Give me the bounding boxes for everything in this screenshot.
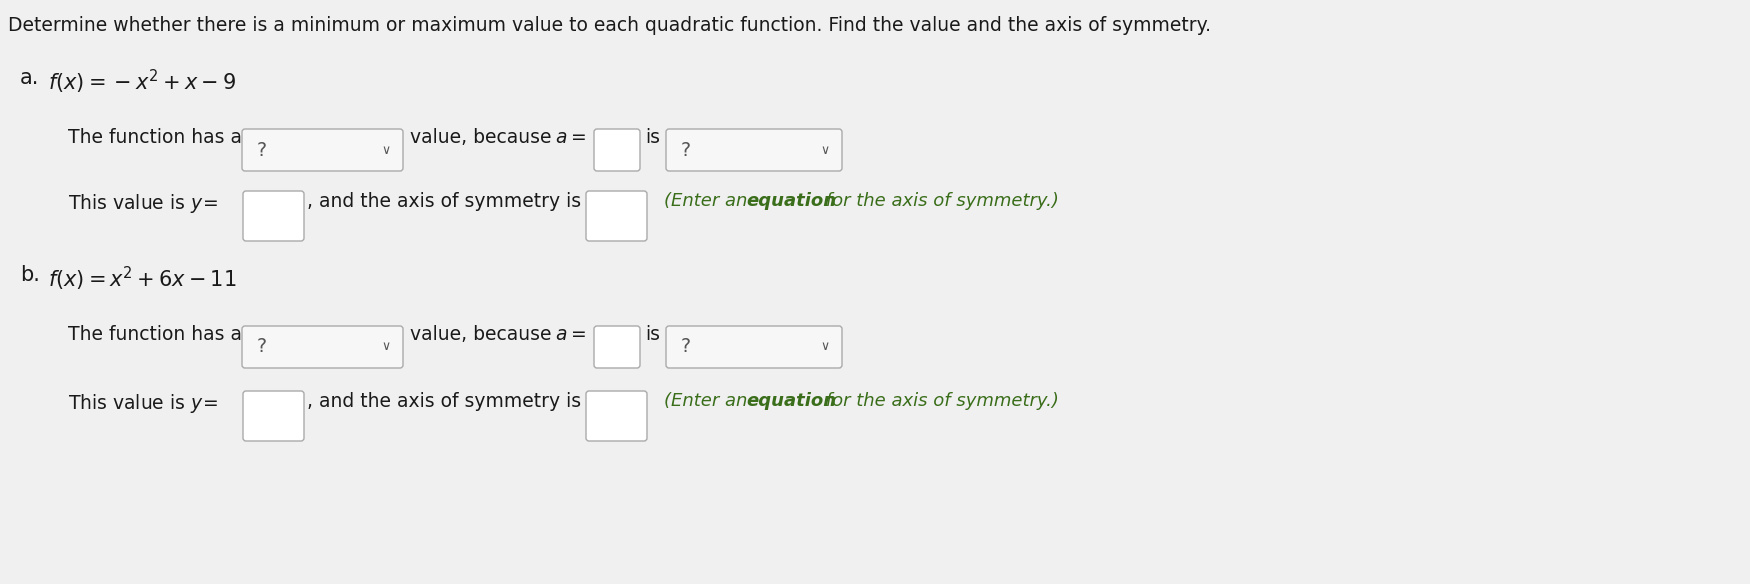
Text: a.: a. xyxy=(19,68,40,88)
Text: ∨: ∨ xyxy=(382,340,390,353)
Text: value, because: value, because xyxy=(410,128,551,147)
Text: $a =$: $a =$ xyxy=(555,325,586,344)
FancyBboxPatch shape xyxy=(243,191,304,241)
Text: $a =$: $a =$ xyxy=(555,128,586,147)
Text: value, because: value, because xyxy=(410,325,551,344)
Text: b.: b. xyxy=(19,265,40,285)
Text: for the axis of symmetry.): for the axis of symmetry.) xyxy=(821,192,1059,210)
FancyBboxPatch shape xyxy=(593,326,640,368)
Text: (Enter an: (Enter an xyxy=(663,192,752,210)
Text: $f(x) = x^2 + 6x - 11$: $f(x) = x^2 + 6x - 11$ xyxy=(47,265,236,293)
Text: is: is xyxy=(646,325,660,344)
Text: is: is xyxy=(646,128,660,147)
Text: The function has a: The function has a xyxy=(68,325,242,344)
Text: ∨: ∨ xyxy=(821,144,830,157)
Text: ?: ? xyxy=(257,141,268,159)
FancyBboxPatch shape xyxy=(667,129,842,171)
Text: This value is $y\! =$: This value is $y\! =$ xyxy=(68,192,217,215)
Text: $f(x) = -x^2 + x - 9$: $f(x) = -x^2 + x - 9$ xyxy=(47,68,236,96)
FancyBboxPatch shape xyxy=(586,391,648,441)
Text: ?: ? xyxy=(257,338,268,356)
FancyBboxPatch shape xyxy=(242,326,402,368)
Text: equation: equation xyxy=(746,192,836,210)
Text: ?: ? xyxy=(681,141,691,159)
Text: Determine whether there is a minimum or maximum value to each quadratic function: Determine whether there is a minimum or … xyxy=(9,16,1211,35)
FancyBboxPatch shape xyxy=(667,326,842,368)
Text: for the axis of symmetry.): for the axis of symmetry.) xyxy=(821,392,1059,410)
FancyBboxPatch shape xyxy=(243,391,304,441)
Text: ∨: ∨ xyxy=(382,144,390,157)
Text: , and the axis of symmetry is: , and the axis of symmetry is xyxy=(306,392,581,411)
Text: The function has a: The function has a xyxy=(68,128,242,147)
FancyBboxPatch shape xyxy=(242,129,402,171)
Text: ∨: ∨ xyxy=(821,340,830,353)
FancyBboxPatch shape xyxy=(593,129,640,171)
Text: This value is $y\! =$: This value is $y\! =$ xyxy=(68,392,217,415)
Text: equation: equation xyxy=(746,392,836,410)
Text: ?: ? xyxy=(681,338,691,356)
FancyBboxPatch shape xyxy=(586,191,648,241)
Text: , and the axis of symmetry is: , and the axis of symmetry is xyxy=(306,192,581,211)
Text: (Enter an: (Enter an xyxy=(663,392,752,410)
